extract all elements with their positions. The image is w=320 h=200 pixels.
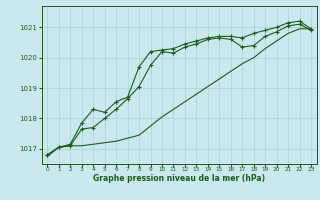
X-axis label: Graphe pression niveau de la mer (hPa): Graphe pression niveau de la mer (hPa) (93, 174, 265, 183)
